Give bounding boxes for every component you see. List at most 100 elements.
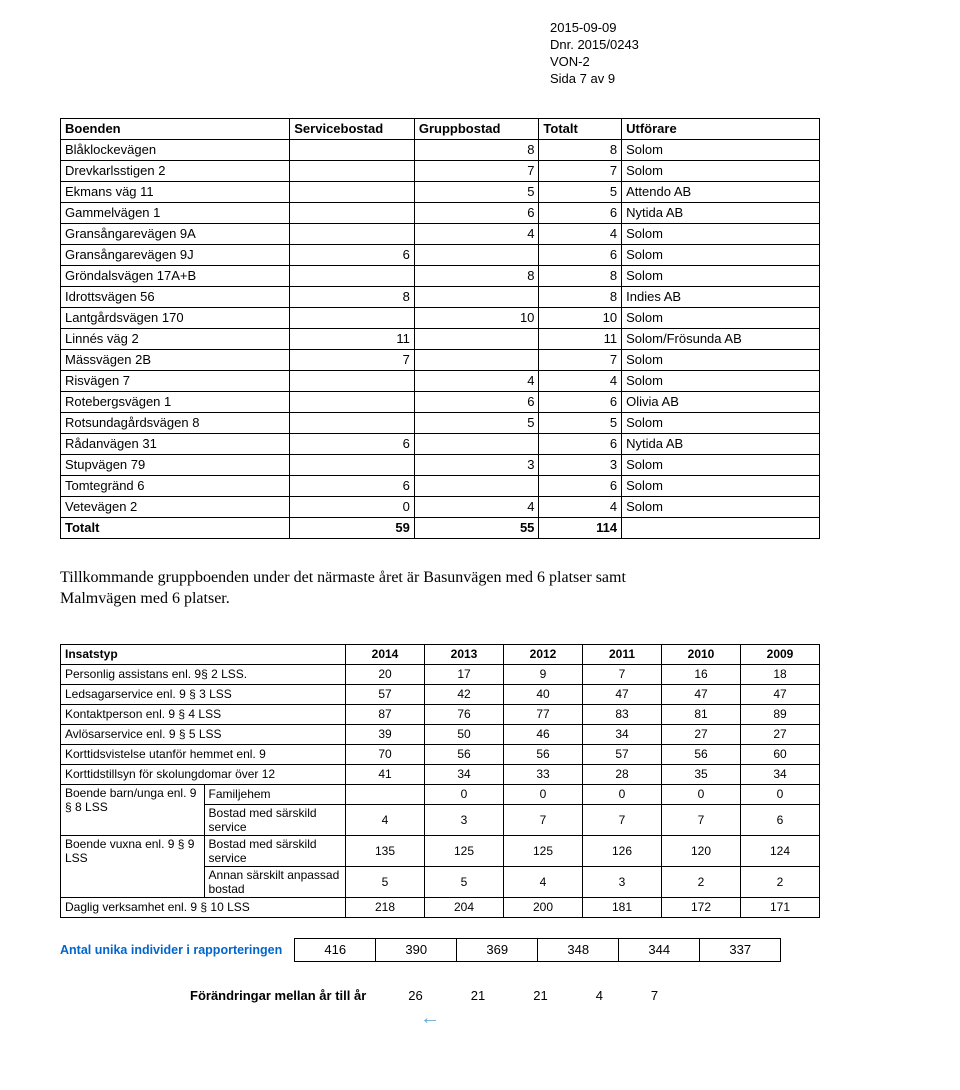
col-2011: 2011 (583, 644, 662, 664)
col-totalt: Totalt (539, 118, 622, 139)
table-cell: 5 (539, 412, 622, 433)
table-cell: 0 (741, 784, 820, 804)
table-row: Vetevägen 2044Solom (61, 496, 820, 517)
document-header: 2015-09-09 Dnr. 2015/0243 VON-2 Sida 7 a… (550, 20, 920, 88)
table-cell: Tomtegränd 6 (61, 475, 290, 496)
table-cell: 56 (662, 744, 741, 764)
unique-values-table: 416390369348344337 (294, 938, 781, 962)
table-row: Gransångarevägen 9J66Solom (61, 244, 820, 265)
table-cell: 81 (662, 704, 741, 724)
table-cell: Olivia AB (622, 391, 820, 412)
table-cell: 16 (662, 664, 741, 684)
table-cell: Idrottsvägen 56 (61, 286, 290, 307)
header-date: 2015-09-09 (550, 20, 920, 37)
footer-value: 26 (408, 988, 422, 1003)
table-cell: 11 (290, 328, 415, 349)
table-cell: 171 (741, 897, 820, 917)
table-cell: Nytida AB (622, 202, 820, 223)
table-cell: Solom (622, 475, 820, 496)
table-cell (290, 454, 415, 475)
table-cell: 60 (741, 744, 820, 764)
table-cell: 11 (539, 328, 622, 349)
table-cell: Personlig assistans enl. 9§ 2 LSS. (61, 664, 346, 684)
table-row: Linnés väg 21111Solom/Frösunda AB (61, 328, 820, 349)
col-utforare: Utförare (622, 118, 820, 139)
footer-label: Förändringar mellan år till år (190, 988, 366, 1003)
table-row: Risvägen 744Solom (61, 370, 820, 391)
table-row: Rådanvägen 3166Nytida AB (61, 433, 820, 454)
table-row: Daglig verksamhet enl. 9 § 10 LSS2182042… (61, 897, 820, 917)
footer-value: 21 (533, 988, 547, 1003)
table-row: Drevkarlsstigen 277Solom (61, 160, 820, 181)
table-row: Personlig assistans enl. 9§ 2 LSS.201797… (61, 664, 820, 684)
table-cell: 390 (376, 938, 457, 961)
footer-changes-row: Förändringar mellan år till år 26212147 (190, 988, 920, 1003)
table-cell: 9 (504, 664, 583, 684)
table-cell: 204 (425, 897, 504, 917)
table-cell: 3 (414, 454, 539, 475)
table-cell: 5 (346, 866, 425, 897)
table-row: Ledsagarservice enl. 9 § 3 LSS5742404747… (61, 684, 820, 704)
table-cell: Annan särskilt anpassad bostad (204, 866, 345, 897)
table-cell: Lantgårdsvägen 170 (61, 307, 290, 328)
table-cell: Korttidsvistelse utanför hemmet enl. 9 (61, 744, 346, 764)
table-header-row: Boenden Servicebostad Gruppbostad Totalt… (61, 118, 820, 139)
col-2014: 2014 (346, 644, 425, 664)
table-cell: 181 (583, 897, 662, 917)
table-cell: Daglig verksamhet enl. 9 § 10 LSS (61, 897, 346, 917)
table-cell (290, 223, 415, 244)
table-cell: Solom/Frösunda AB (622, 328, 820, 349)
table-cell: Solom (622, 160, 820, 181)
table-cell (290, 307, 415, 328)
col-2012: 2012 (504, 644, 583, 664)
table-cell: 4 (539, 496, 622, 517)
table-cell: 46 (504, 724, 583, 744)
table-cell: 56 (425, 744, 504, 764)
table-cell: 83 (583, 704, 662, 724)
table-cell: 7 (662, 804, 741, 835)
col-2010: 2010 (662, 644, 741, 664)
table-cell: Ekmans väg 11 (61, 181, 290, 202)
table-cell: Gransångarevägen 9J (61, 244, 290, 265)
table-cell: 6 (539, 244, 622, 265)
table-cell (290, 202, 415, 223)
table-row: Avlösarservice enl. 9 § 5 LSS39504634272… (61, 724, 820, 744)
table-cell: 7 (583, 664, 662, 684)
insatstyp-table: Insatstyp 2014 2013 2012 2011 2010 2009 … (60, 644, 820, 918)
table-cell (290, 265, 415, 286)
table-cell: Gammelvägen 1 (61, 202, 290, 223)
table-cell: 50 (425, 724, 504, 744)
table-cell: 7 (290, 349, 415, 370)
table-cell: 6 (414, 202, 539, 223)
table-cell: 6 (539, 475, 622, 496)
table-cell: 348 (538, 938, 619, 961)
table-cell: 125 (425, 835, 504, 866)
table-cell: 77 (504, 704, 583, 724)
table-cell: 55 (414, 517, 539, 538)
table-cell: 20 (346, 664, 425, 684)
table-cell: Solom (622, 496, 820, 517)
table-cell (290, 412, 415, 433)
table-cell: 7 (539, 160, 622, 181)
footer-values: 26212147 (408, 988, 658, 1003)
table-cell: 34 (583, 724, 662, 744)
table-cell: Linnés väg 2 (61, 328, 290, 349)
table-cell: Rotsundagårdsvägen 8 (61, 412, 290, 433)
table-cell: Blåklockevägen (61, 139, 290, 160)
unique-label: Antal unika individer i rapporteringen (60, 943, 282, 957)
table-cell: 7 (414, 160, 539, 181)
table-cell: Gransångarevägen 9A (61, 223, 290, 244)
table-cell: 4 (414, 370, 539, 391)
table-cell: 126 (583, 835, 662, 866)
table-cell: Solom (622, 307, 820, 328)
table-cell: Kontaktperson enl. 9 § 4 LSS (61, 704, 346, 724)
table-cell: Boende barn/unga enl. 9 § 8 LSS (61, 784, 205, 835)
table-cell: Solom (622, 265, 820, 286)
table-cell: 47 (662, 684, 741, 704)
table-cell: 5 (425, 866, 504, 897)
table-cell: 8 (414, 265, 539, 286)
table-cell: 3 (539, 454, 622, 475)
table-cell: 42 (425, 684, 504, 704)
table-cell: Korttidstillsyn för skolungdomar över 12 (61, 764, 346, 784)
unique-individuals-row: Antal unika individer i rapporteringen 4… (60, 938, 920, 962)
